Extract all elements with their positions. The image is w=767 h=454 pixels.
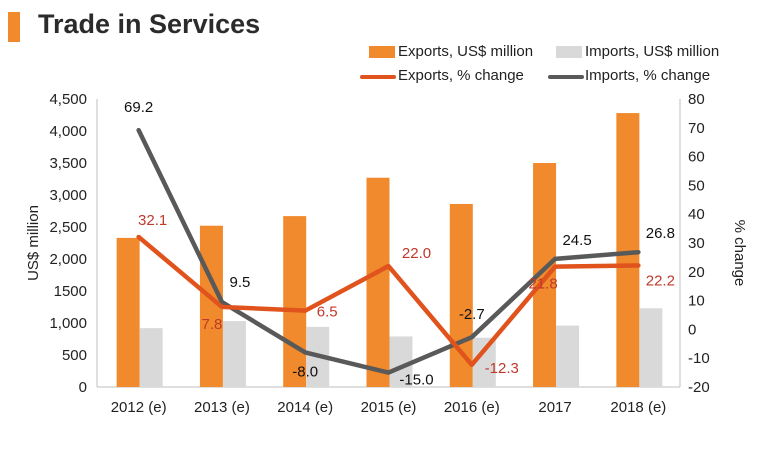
y-tick-label: 2,500 [49, 219, 87, 236]
legend-label-imports-line: Imports, % change [585, 67, 711, 84]
y2-tick-label: 30 [688, 235, 705, 252]
imports-change-data-label: 26.8 [646, 225, 675, 242]
legend-label-exports-bar: Exports, US$ million [398, 43, 534, 60]
legend-swatch-imports-bar [556, 46, 582, 58]
y-tick-label: 1500 [54, 283, 87, 300]
exports-change-data-label: 21.8 [528, 276, 557, 293]
legend-swatch-exports-line [360, 75, 396, 79]
y2-tick-label: 60 [688, 149, 705, 166]
y-tick-label: 3,500 [49, 155, 87, 172]
exports-change-data-label: 22.2 [646, 272, 675, 289]
y2-tick-label: 20 [688, 264, 705, 281]
imports-bar [472, 337, 496, 387]
imports-bar [222, 321, 246, 387]
y-axis-label: US$ million [25, 205, 42, 281]
legend-label-exports-line: Exports, % change [398, 67, 524, 84]
y2-tick-label: 0 [688, 321, 696, 338]
y-tick-label: 4,000 [49, 123, 87, 140]
y2-tick-label: 40 [688, 206, 705, 223]
y-tick-label: 1,000 [49, 315, 87, 332]
y-tick-label: 2,000 [49, 251, 87, 268]
exports-change-data-label: -12.3 [485, 360, 519, 377]
exports-bar [283, 216, 307, 387]
exports-change-line [136, 234, 641, 368]
y2-tick-label: 50 [688, 177, 705, 194]
y2-tick-label: 10 [688, 293, 705, 310]
imports-change-data-label: -8.0 [292, 363, 318, 380]
imports-change-data-label: 9.5 [229, 274, 250, 291]
exports-change-data-label: 22.0 [402, 245, 431, 262]
y-tick-label: 500 [62, 347, 87, 364]
imports-bar [639, 308, 663, 387]
imports-change-data-label: 69.2 [124, 99, 153, 116]
imports-change-line [136, 127, 641, 375]
y2-axis-label: % change [731, 220, 748, 287]
legend-label-imports-bar: Imports, US$ million [585, 43, 720, 60]
exports-change-data-label: 7.8 [201, 316, 222, 333]
x-tick-label: 2018 (e) [610, 399, 666, 416]
exports-bar [366, 177, 390, 387]
y2-tick-label: 70 [688, 120, 705, 137]
imports-bar [389, 336, 413, 387]
y2-tick-label: 80 [688, 91, 705, 108]
imports-change-data-label: -15.0 [399, 372, 433, 389]
y-tick-label: 4,500 [49, 91, 87, 108]
x-tick-label: 2017 [538, 399, 571, 416]
x-tick-label: 2012 (e) [111, 399, 167, 416]
x-tick-label: 2014 (e) [277, 399, 333, 416]
y2-tick-label: -20 [688, 379, 710, 396]
x-tick-label: 2016 (e) [444, 399, 500, 416]
legend-swatch-imports-line [548, 75, 584, 79]
y2-tick-label: -10 [688, 350, 710, 367]
imports-bar [139, 328, 163, 387]
imports-change-data-label: 24.5 [562, 232, 591, 249]
imports-bar [556, 325, 580, 387]
y-tick-label: 3,000 [49, 187, 87, 204]
exports-bar [616, 113, 640, 387]
legend-swatch-exports-bar [369, 46, 395, 58]
title-accent-bar [8, 12, 20, 42]
exports-bar [116, 237, 140, 387]
x-tick-label: 2013 (e) [194, 399, 250, 416]
exports-change-data-label: 6.5 [317, 304, 338, 321]
imports-change-data-label: -2.7 [459, 306, 485, 323]
exports-bar [533, 163, 557, 387]
x-tick-label: 2015 (e) [361, 399, 417, 416]
y-tick-label: 0 [79, 379, 87, 396]
exports-change-data-label: 32.1 [138, 212, 167, 229]
page-title: Trade in Services [38, 9, 261, 39]
